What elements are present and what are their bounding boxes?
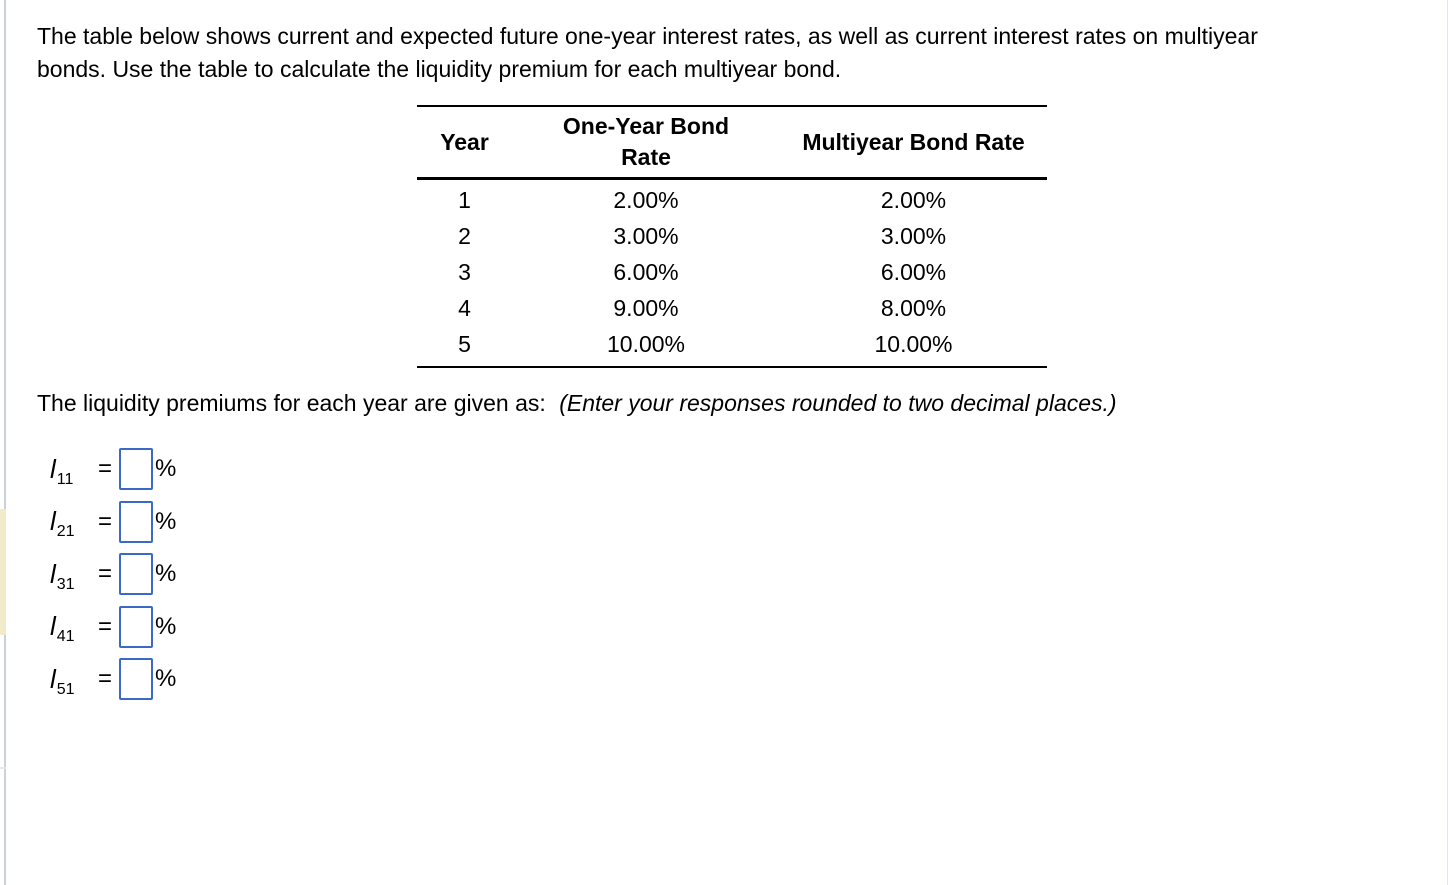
equals-sign: = [98,665,113,692]
multiyear-rate-cell: 6.00% [880,259,947,285]
one-year-rate-cell: 2.00% [613,187,679,213]
year-cell: 1 [458,187,471,213]
problem-statement-line2: bonds. Use the table to calculate the li… [37,56,842,82]
table-row: 5 10.00% 10.00% [417,326,1047,362]
answer-row: l41 = % [50,605,177,648]
year-cell: 3 [458,259,471,285]
header-year: Year [440,128,489,155]
symbol-subscript: 41 [56,628,75,645]
header-one-year-bond-rate: One-Year Bond Rate [562,113,730,170]
table-body: 1 2.00% 2.00% 2 3.00% 3.00% 3 6.00% 6.00… [417,180,1047,366]
symbol-subscript: 11 [56,470,74,488]
answer-prompt-text: The liquidity premiums for each year are… [37,390,546,416]
year-cell: 5 [458,331,471,357]
symbol-subscript: 31 [56,575,75,593]
answer-prompt: The liquidity premiums for each year are… [37,390,1117,417]
symbol-subscript: 51 [56,680,75,698]
left-edge-highlight-strip [0,509,6,635]
equals-sign: = [98,612,113,640]
problem-statement: The table below shows current and expect… [37,20,1258,86]
percent-sign: % [155,560,177,587]
symbol-l: l [50,611,56,641]
liquidity-premium-input-31[interactable] [119,553,153,595]
answer-prompt-note: (Enter your responses rounded to two dec… [559,390,1117,416]
multiyear-rate-cell: 8.00% [880,295,947,321]
year-cell: 4 [458,295,471,321]
header-multiyear-bond-rate: Multiyear Bond Rate [802,128,1025,155]
answer-row: l51 = % [50,658,176,700]
table-row: 4 9.00% 8.00% [417,290,1047,326]
one-year-rate-cell: 3.00% [613,223,679,249]
liquidity-premium-symbol-51: l51 [50,663,92,698]
multiyear-rate-cell: 3.00% [880,223,947,249]
one-year-rate-cell: 10.00% [606,331,685,357]
answer-row: l11 = % [50,448,176,490]
one-year-rate-cell: 6.00% [613,259,679,285]
interest-rates-table: Year One-Year Bond Rate Multiyear Bond R… [417,105,1047,368]
percent-sign: % [155,507,177,535]
liquidity-premium-input-41[interactable] [119,605,153,648]
equals-sign: = [98,560,113,587]
liquidity-premium-symbol-31: l31 [50,558,92,593]
liquidity-premium-symbol-11: l11 [50,453,92,488]
multiyear-rate-cell: 10.00% [874,331,953,357]
liquidity-premium-input-51[interactable] [119,658,153,700]
symbol-l: l [50,663,56,694]
liquidity-premium-input-21[interactable] [119,500,153,543]
table-header-row: Year One-Year Bond Rate Multiyear Bond R… [417,107,1047,180]
table-row: 2 3.00% 3.00% [417,218,1047,254]
percent-sign: % [155,612,177,640]
answer-row: l31 = % [50,553,176,595]
equals-sign: = [98,455,113,482]
liquidity-premium-symbol-41: l41 [50,611,92,645]
symbol-l: l [50,506,56,536]
symbol-l: l [50,558,56,589]
answer-area: l11 = % l21 = % l31 = % l41 = % l51 = [50,448,176,711]
left-edge-tick [0,767,6,769]
liquidity-premium-symbol-21: l21 [50,506,92,540]
symbol-l: l [50,453,56,484]
problem-statement-line1: The table below shows current and expect… [37,23,1258,49]
equals-sign: = [98,507,113,535]
table-row: 1 2.00% 2.00% [417,182,1047,218]
multiyear-rate-cell: 2.00% [880,187,947,213]
one-year-rate-cell: 9.00% [613,295,679,321]
year-cell: 2 [458,223,471,249]
answer-row: l21 = % [50,500,177,543]
percent-sign: % [155,665,177,692]
symbol-subscript: 21 [56,523,75,540]
table-row: 3 6.00% 6.00% [417,254,1047,290]
liquidity-premium-input-11[interactable] [119,448,153,490]
percent-sign: % [155,455,177,482]
left-edge-line [4,0,6,885]
